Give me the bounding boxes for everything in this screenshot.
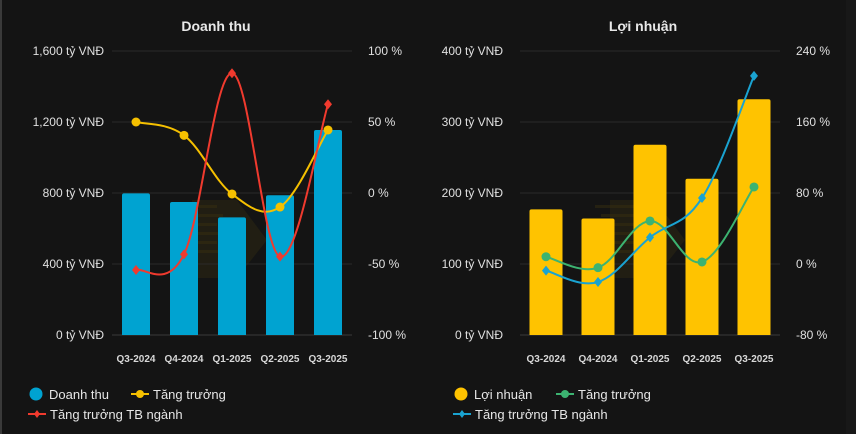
y-left-tick-label: 100 tỷ VNĐ xyxy=(442,257,504,271)
y-left-tick-label: 0 tỷ VNĐ xyxy=(455,328,503,342)
y-right-tick-label: 100 % xyxy=(368,44,402,58)
data-point[interactable] xyxy=(276,251,284,262)
y-right-tick-label: -50 % xyxy=(368,257,400,271)
data-point[interactable] xyxy=(275,202,285,212)
chart-title: Lợi nhuận xyxy=(609,18,677,34)
data-point[interactable] xyxy=(697,257,707,267)
watermark-stripe xyxy=(183,250,223,253)
y-right-tick-label: 160 % xyxy=(796,115,830,129)
y-right-tick-label: 0 % xyxy=(796,257,817,271)
watermark-stripe xyxy=(601,232,641,235)
watermark-stripe xyxy=(601,214,641,217)
watermark-stripe xyxy=(595,241,635,244)
legend-marker-icon xyxy=(454,387,468,401)
bar[interactable] xyxy=(266,195,294,335)
panel-left-border xyxy=(0,0,2,434)
y-left-tick-label: 400 tỷ VNĐ xyxy=(442,44,504,58)
x-tick-label: Q3-2025 xyxy=(735,354,774,365)
revenue-chart: Doanh thu 0 tỷ VNĐ 400 tỷ VNĐ 800 tỷ VNĐ 1,… xyxy=(28,18,406,422)
x-tick-label: Q2-2025 xyxy=(261,354,300,365)
data-point[interactable] xyxy=(541,252,551,262)
legend-label: Tăng trưởng xyxy=(153,387,226,402)
y-left-tick-label: 400 tỷ VNĐ xyxy=(43,257,105,271)
legend-item[interactable]: Tăng trưởng xyxy=(556,387,651,402)
chart-title: Doanh thu xyxy=(181,18,250,34)
data-point[interactable] xyxy=(593,263,603,273)
data-point[interactable] xyxy=(180,249,188,260)
legend-item[interactable]: Tăng trưởng TB ngành xyxy=(453,407,608,422)
data-point[interactable] xyxy=(594,277,602,288)
bar[interactable] xyxy=(685,178,719,335)
watermark-stripe xyxy=(601,250,641,253)
bar[interactable] xyxy=(218,217,246,335)
x-tick-label: Q1-2025 xyxy=(631,354,670,365)
legend-item[interactable]: Tăng trưởng TB ngành xyxy=(28,407,183,422)
legend-marker-icon xyxy=(34,410,40,418)
legend-item[interactable]: Tăng trưởng xyxy=(131,387,226,402)
data-point[interactable] xyxy=(227,189,237,199)
legend: Lợi nhuận Tăng trưởng Tăng trưởng TB ngành xyxy=(453,387,651,422)
y-left-tick-label: 0 tỷ VNĐ xyxy=(56,328,104,342)
profit-chart: Lợi nhuận 0 tỷ VNĐ 100 tỷ VNĐ 200 tỷ VNĐ 30… xyxy=(442,18,831,422)
legend-label: Tăng trưởng TB ngành xyxy=(475,407,608,422)
y-right-tick-label: 50 % xyxy=(368,115,396,129)
legend-marker-icon xyxy=(136,390,144,398)
x-tick-label: Q3-2025 xyxy=(309,354,348,365)
x-tick-label: Q4-2024 xyxy=(579,354,618,365)
bar[interactable] xyxy=(737,99,771,335)
data-point[interactable] xyxy=(228,68,236,79)
data-point[interactable] xyxy=(323,125,333,135)
data-point[interactable] xyxy=(645,216,655,226)
data-point[interactable] xyxy=(179,130,189,140)
y-right-tick-label: 0 % xyxy=(368,186,389,200)
y-right-tick-label: -80 % xyxy=(796,328,828,342)
legend-marker-icon xyxy=(459,410,465,418)
y-right-tick-label: -100 % xyxy=(368,328,406,342)
legend-label: Tăng trưởng TB ngành xyxy=(50,407,183,422)
x-tick-label: Q3-2024 xyxy=(527,354,566,365)
legend-marker-icon xyxy=(561,390,569,398)
data-point[interactable] xyxy=(542,265,550,276)
watermark-stripe xyxy=(595,223,635,226)
watermark-stripe xyxy=(595,205,635,208)
x-tick-label: Q2-2025 xyxy=(683,354,722,365)
y-left-tick-label: 1,600 tỷ VNĐ xyxy=(33,44,105,58)
data-point[interactable] xyxy=(749,182,759,192)
legend-item[interactable]: Lợi nhuận xyxy=(454,387,533,402)
x-tick-label: Q4-2024 xyxy=(165,354,204,365)
legend-marker-icon xyxy=(29,387,43,401)
y-left-tick-label: 800 tỷ VNĐ xyxy=(43,186,105,200)
scrollbar-track[interactable] xyxy=(846,0,856,434)
legend-label: Tăng trưởng xyxy=(578,387,651,402)
y-left-tick-label: 300 tỷ VNĐ xyxy=(442,115,504,129)
legend-label: Lợi nhuận xyxy=(474,387,532,402)
data-point[interactable] xyxy=(131,117,141,127)
data-point[interactable] xyxy=(646,232,654,243)
legend: Doanh thu Tăng trưởng Tăng trưởng TB ngành xyxy=(28,387,226,422)
y-right-tick-label: 80 % xyxy=(796,186,824,200)
x-tick-label: Q3-2024 xyxy=(117,354,156,365)
y-right-tick-label: 240 % xyxy=(796,44,830,58)
y-left-tick-label: 1,200 tỷ VNĐ xyxy=(33,115,105,129)
data-point[interactable] xyxy=(698,192,706,203)
x-tick-label: Q1-2025 xyxy=(213,354,252,365)
watermark-stripe xyxy=(183,232,223,235)
bar[interactable] xyxy=(314,129,342,335)
data-point[interactable] xyxy=(750,70,758,81)
y-left-tick-label: 200 tỷ VNĐ xyxy=(442,186,504,200)
data-point[interactable] xyxy=(132,264,140,275)
bar[interactable] xyxy=(122,193,150,335)
bar[interactable] xyxy=(581,218,615,335)
watermark-stripe xyxy=(183,214,223,217)
data-point[interactable] xyxy=(324,99,332,110)
legend-label: Doanh thu xyxy=(49,387,109,402)
series-line xyxy=(545,75,755,285)
legend-item[interactable]: Doanh thu xyxy=(29,387,110,402)
